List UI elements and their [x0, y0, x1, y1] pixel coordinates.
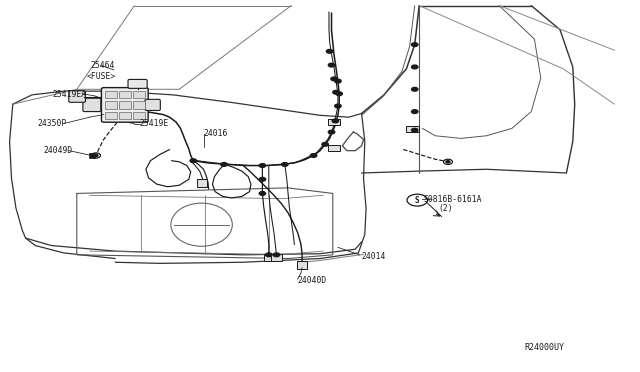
- Bar: [297, 261, 307, 269]
- Text: 24049D: 24049D: [44, 146, 73, 155]
- Circle shape: [412, 43, 418, 46]
- Circle shape: [412, 87, 418, 91]
- Bar: [406, 126, 419, 132]
- Circle shape: [310, 154, 317, 157]
- FancyBboxPatch shape: [101, 87, 148, 122]
- Circle shape: [259, 192, 266, 195]
- Bar: [119, 90, 131, 98]
- Text: S: S: [415, 196, 420, 205]
- Circle shape: [190, 159, 196, 163]
- FancyBboxPatch shape: [128, 80, 147, 89]
- Circle shape: [335, 104, 341, 108]
- Bar: [132, 112, 145, 119]
- Text: 24040D: 24040D: [298, 276, 327, 285]
- FancyBboxPatch shape: [83, 98, 101, 112]
- Circle shape: [266, 253, 272, 257]
- Bar: [89, 153, 95, 158]
- Text: (2): (2): [438, 204, 453, 213]
- Bar: [264, 254, 274, 261]
- Bar: [132, 101, 145, 109]
- Text: <FUSE>: <FUSE>: [86, 72, 116, 81]
- Text: 24014: 24014: [362, 252, 386, 261]
- Circle shape: [412, 65, 418, 69]
- Circle shape: [412, 128, 418, 132]
- Text: 25419E: 25419E: [140, 119, 169, 128]
- Circle shape: [328, 130, 335, 134]
- Bar: [105, 90, 117, 98]
- Circle shape: [412, 110, 418, 113]
- Bar: [132, 90, 145, 98]
- Circle shape: [221, 163, 227, 166]
- Text: 25464: 25464: [91, 61, 115, 70]
- Bar: [105, 112, 117, 119]
- Text: 24016: 24016: [204, 129, 228, 138]
- Circle shape: [332, 119, 339, 123]
- Bar: [119, 112, 131, 119]
- Text: 25419EA: 25419EA: [52, 90, 86, 99]
- Bar: [197, 179, 207, 187]
- Text: R24000UY: R24000UY: [525, 343, 564, 352]
- Circle shape: [328, 63, 335, 67]
- Bar: [105, 101, 117, 109]
- Circle shape: [259, 177, 266, 181]
- Circle shape: [335, 79, 341, 83]
- Circle shape: [322, 142, 328, 146]
- Bar: [119, 101, 131, 109]
- Circle shape: [273, 253, 280, 257]
- Circle shape: [333, 90, 339, 94]
- Bar: [328, 119, 340, 125]
- Circle shape: [336, 92, 342, 96]
- Circle shape: [331, 77, 337, 81]
- Circle shape: [446, 161, 450, 163]
- Circle shape: [282, 163, 288, 166]
- Circle shape: [259, 164, 266, 167]
- Circle shape: [326, 49, 333, 53]
- Bar: [328, 145, 340, 151]
- Text: S0816B-6161A: S0816B-6161A: [424, 195, 482, 203]
- FancyBboxPatch shape: [69, 91, 86, 102]
- Bar: [271, 254, 282, 261]
- Circle shape: [94, 154, 98, 157]
- Text: 24350P: 24350P: [37, 119, 67, 128]
- FancyBboxPatch shape: [145, 99, 160, 110]
